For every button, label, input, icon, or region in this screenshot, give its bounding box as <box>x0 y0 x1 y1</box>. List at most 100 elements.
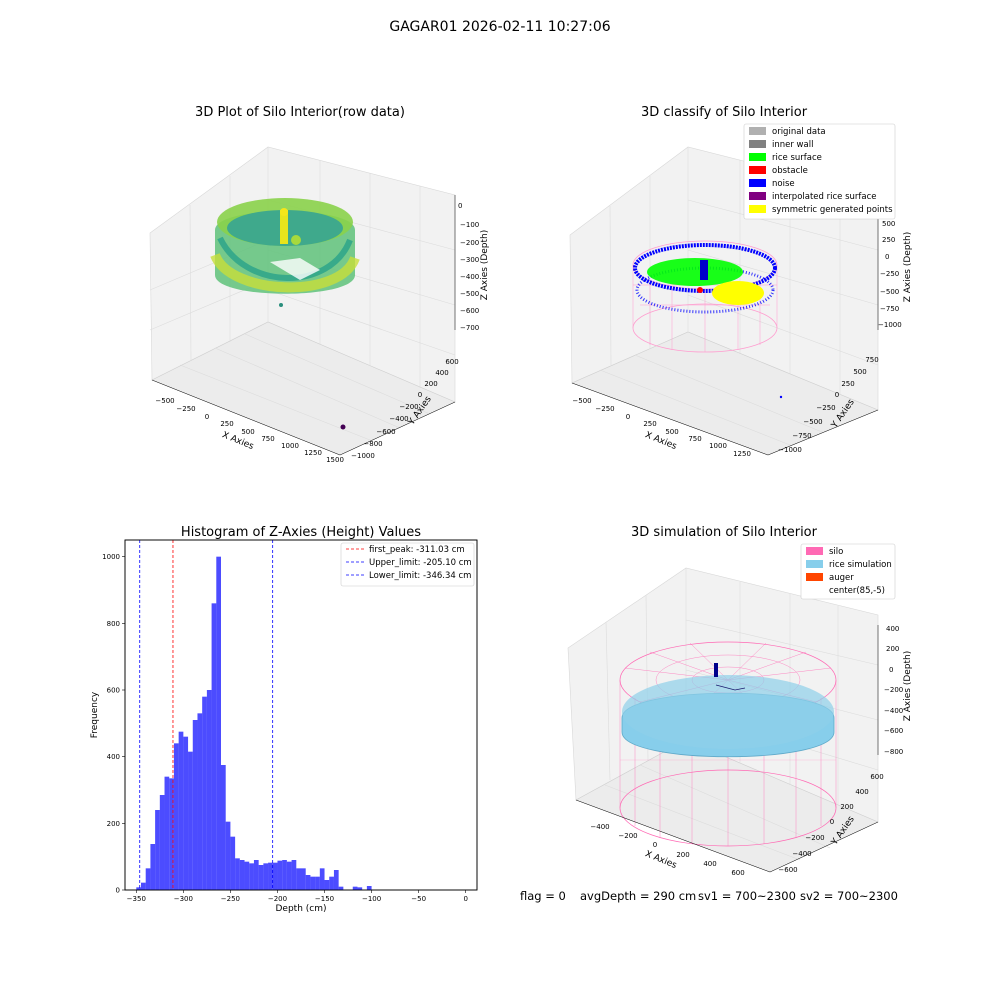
sim-xtick: 0 <box>653 841 657 849</box>
class-xtick: 0 <box>626 413 630 421</box>
class-ytick: −750 <box>792 432 811 440</box>
class-xtick: 1000 <box>709 442 727 450</box>
hist-bar <box>366 886 372 890</box>
class-ztick: 250 <box>882 236 895 244</box>
hist-bar <box>296 868 301 890</box>
hist-bar <box>141 882 146 890</box>
hist-bar <box>173 743 179 890</box>
raw-ytick: 0 <box>418 391 422 399</box>
hist-bar <box>230 836 236 890</box>
raw-xtick: 1000 <box>281 442 299 450</box>
hist-bar <box>268 862 273 890</box>
class-ytick: 750 <box>865 356 878 364</box>
sim-ytick: 400 <box>855 788 868 796</box>
panel-simulation-3d: 3D simulation of Silo Interior <box>567 525 913 877</box>
class-xtick: −500 <box>572 397 591 405</box>
raw-z-axis: 0 −100 −200 −300 −400 −500 −600 −700 Z A… <box>454 195 490 332</box>
sim-xlabel: X Axies <box>643 849 678 871</box>
class-xtick: 1250 <box>733 450 751 458</box>
class-ztick: −250 <box>880 270 899 278</box>
raw-ytick: −800 <box>363 440 382 448</box>
hist-bar <box>324 880 330 890</box>
class-ztick: 500 <box>882 220 895 228</box>
hist-legend-label: Upper_limit: -205.10 cm <box>369 558 472 568</box>
class-legend-label: noise <box>772 179 795 189</box>
raw-ytick: 600 <box>445 358 458 366</box>
raw-xtick: 250 <box>220 420 233 428</box>
hist-xlabel: Depth (cm) <box>275 904 326 914</box>
class-z-axis: 750 500 250 0 −250 −500 −750 −1000 Z Axi… <box>877 203 913 330</box>
hist-bar <box>183 736 189 890</box>
raw-point-cloud <box>210 198 360 430</box>
class-ytick: −1000 <box>778 446 802 454</box>
hist-bar <box>211 603 217 890</box>
hist-bar <box>155 810 160 890</box>
panel-sim-title: 3D simulation of Silo Interior <box>631 525 818 540</box>
hist-legend-label: Lower_limit: -346.34 cm <box>369 571 471 581</box>
class-xtick: −250 <box>595 405 614 413</box>
hist-bar <box>291 860 297 890</box>
sim-ytick: −600 <box>778 866 797 874</box>
hist-bar <box>192 720 198 890</box>
raw-xtick: 0 <box>205 413 209 421</box>
hist-bar <box>249 863 254 890</box>
hist-xtick-label: −200 <box>268 895 287 903</box>
hist-xtick-label: −150 <box>315 895 334 903</box>
sim-legend-swatch <box>806 547 823 555</box>
hist-legend-label: first_peak: -311.03 cm <box>369 545 465 555</box>
raw-ztick: 0 <box>458 202 462 210</box>
hist-bar <box>206 690 212 890</box>
raw-ytick: 400 <box>435 369 448 377</box>
panel-raw-3d: 3D Plot of Silo Interior(row data) <box>149 105 490 464</box>
raw-ztick: −700 <box>460 324 479 332</box>
class-legend-label: inner wall <box>772 140 813 150</box>
hist-legend: first_peak: -311.03 cm Upper_limit: -205.… <box>340 542 475 587</box>
hist-bar <box>310 876 316 890</box>
class-ztick: −750 <box>880 305 899 313</box>
hist-bar <box>333 870 339 890</box>
hist-xtick-label: −300 <box>174 895 193 903</box>
footer-flag: flag = 0 <box>520 889 566 903</box>
raw-ytick: 200 <box>424 380 437 388</box>
sim-xtick: 600 <box>731 869 744 877</box>
panel-classify-title: 3D classify of Silo Interior <box>641 105 808 120</box>
hist-bar <box>159 795 165 890</box>
class-grid-lines <box>599 147 879 446</box>
hist-bar <box>150 844 156 890</box>
sim-xtick: 400 <box>703 860 716 868</box>
sim-zlabel: Z Axies (Depth) <box>903 651 913 722</box>
class-legend-label: obstacle <box>772 166 808 176</box>
hist-bar <box>329 876 334 890</box>
raw-ytick: −400 <box>389 415 408 423</box>
raw-xtick: 1500 <box>326 456 344 464</box>
class-xtick: 500 <box>665 428 678 436</box>
panel-histogram: Histogram of Z-Axies (Height) Values −35… <box>90 525 478 914</box>
sim-ytick: −200 <box>805 834 824 842</box>
footer-avg-depth: avgDepth = 290 cm <box>580 889 696 903</box>
footer-sv2: sv2 = 700~2300 <box>800 889 898 903</box>
sim-z-axis: 400 200 0 −200 −400 −600 −800 Z Axies (D… <box>877 625 913 756</box>
sim-ztick: 400 <box>886 625 899 633</box>
hist-bar <box>221 765 226 890</box>
hist-ytick-label: 200 <box>107 820 120 828</box>
raw-xtick: −500 <box>155 397 174 405</box>
hist-bar <box>225 821 231 890</box>
sim-legend: silo rice simulation auger center(85,-5) <box>800 543 896 600</box>
class-ytick: 0 <box>835 391 839 399</box>
hist-bar <box>263 863 269 890</box>
class-legend-label: rice surface <box>772 153 822 163</box>
hist-ytick-label: 600 <box>107 687 120 695</box>
sim-ztick: 0 <box>889 666 893 674</box>
hist-ytick-label: 400 <box>107 753 120 761</box>
hist-bar <box>253 860 259 890</box>
sim-xtick: 200 <box>676 851 689 859</box>
sim-ytick: 200 <box>840 803 853 811</box>
hist-bar <box>216 556 221 890</box>
sim-legend-swatch <box>806 560 823 568</box>
sim-rice-surface <box>621 675 835 758</box>
hist-bar <box>305 875 311 890</box>
class-ztick: −1000 <box>878 321 902 329</box>
hist-bar <box>272 862 278 890</box>
hist-bar <box>301 868 306 890</box>
